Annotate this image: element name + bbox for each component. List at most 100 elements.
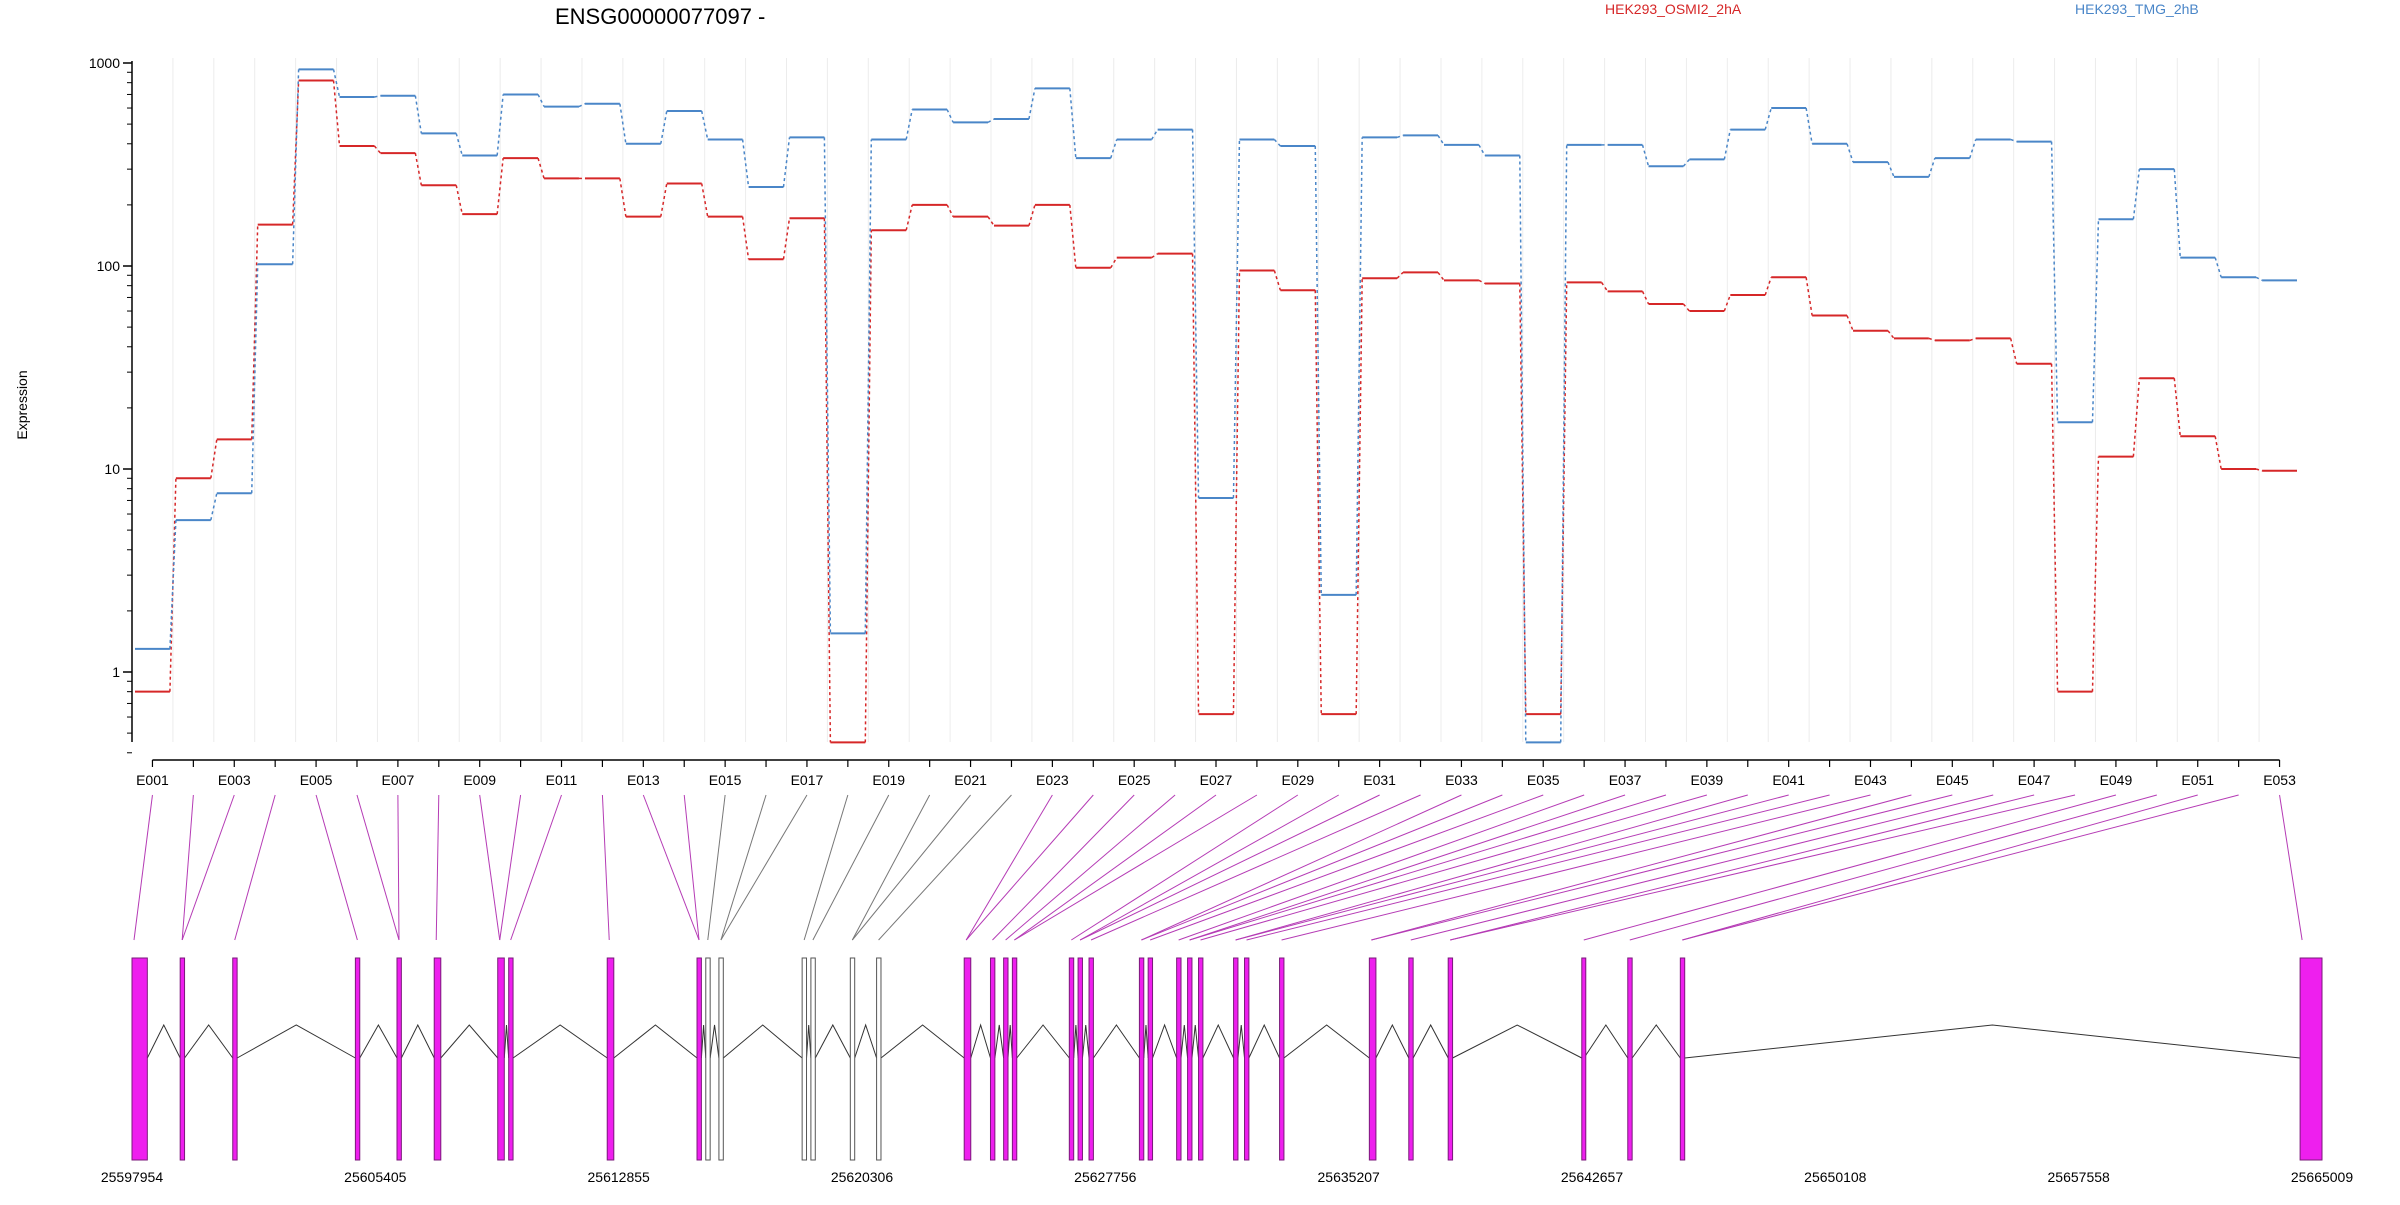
- series-connector: [1314, 146, 1323, 595]
- y-tick-label: 1: [112, 664, 120, 680]
- series-connector: [1069, 204, 1077, 268]
- exon-connector-lines: [133, 794, 2303, 941]
- series-connector: [1396, 134, 1404, 139]
- intron-line: [146, 1023, 181, 1059]
- series-connector: [1232, 270, 1241, 715]
- series-connector: [864, 139, 873, 634]
- x-tick-label: E025: [1118, 772, 1151, 788]
- exon-box: [1198, 957, 1204, 1161]
- exon-connector: [965, 794, 1053, 941]
- exon-box: [1627, 957, 1633, 1161]
- series-connector: [987, 216, 995, 227]
- series-connector: [210, 439, 218, 479]
- series-connector: [332, 69, 341, 98]
- exon-connector: [1450, 794, 2076, 941]
- exon-box: [433, 957, 442, 1161]
- exon-connector: [1450, 794, 2035, 941]
- series-connector: [1805, 277, 1813, 316]
- exon-connector: [397, 794, 400, 941]
- series-connector: [2091, 219, 2100, 423]
- series-connector: [455, 185, 463, 215]
- series-connector: [1110, 257, 1118, 269]
- exon-box: [1011, 957, 1018, 1161]
- exon-box: [696, 957, 702, 1161]
- exon-box: [989, 957, 996, 1161]
- genomic-tick-label: 25620306: [831, 1169, 894, 1185]
- series-connector: [1600, 282, 1609, 292]
- series-connector: [1805, 107, 1813, 144]
- x-tick-label: E003: [218, 772, 251, 788]
- series-connector: [1969, 337, 1976, 342]
- y-tick-label: 10: [104, 461, 120, 477]
- exon-connector: [1583, 794, 2117, 941]
- series-connector: [741, 216, 750, 260]
- exon-connector: [2279, 794, 2303, 941]
- exon-connector: [720, 794, 767, 941]
- series-connector: [578, 103, 586, 108]
- exon-connector: [1141, 794, 1503, 941]
- x-tick-label: E053: [2263, 772, 2296, 788]
- intron-line: [1180, 1024, 1189, 1059]
- y-tick-label: 1000: [89, 55, 120, 71]
- exon-box: [1187, 957, 1193, 1161]
- series-connector: [374, 94, 381, 98]
- series-connector: [2050, 363, 2059, 692]
- series-layer: [135, 68, 2297, 744]
- exon-box: [718, 957, 724, 1161]
- intron-line: [400, 1023, 435, 1059]
- series-connector: [1191, 129, 1200, 498]
- exon-box: [1581, 957, 1587, 1161]
- vertical-grid: [172, 58, 2260, 742]
- series-connector: [782, 218, 791, 260]
- series-connector: [455, 133, 463, 156]
- intron-line: [970, 1023, 991, 1059]
- series-connector: [946, 109, 954, 123]
- genomic-tick-label: 25642657: [1561, 1169, 1624, 1185]
- series-hek293-tmg-2hb: [135, 68, 2297, 744]
- intron-line: [1007, 1024, 1013, 1059]
- intron-line: [1631, 1024, 1681, 1059]
- x-tick-label: E009: [463, 772, 496, 788]
- intron-line: [1237, 1024, 1246, 1059]
- intron-line: [1152, 1023, 1178, 1059]
- series-connector: [1150, 129, 1159, 140]
- x-tick-label: E045: [1936, 772, 1969, 788]
- intron-line: [806, 1024, 812, 1059]
- genomic-tick-label: 25650108: [1804, 1169, 1867, 1185]
- intron-line: [1452, 1024, 1583, 1059]
- exon-connector: [1149, 794, 1544, 941]
- series-connector: [2255, 276, 2263, 281]
- intron-line: [722, 1024, 803, 1059]
- series-connector: [700, 110, 709, 140]
- exon-connector: [1410, 794, 1994, 941]
- x-tick-label: E017: [791, 772, 824, 788]
- series-connector: [1682, 303, 1690, 312]
- series-connector: [2132, 169, 2141, 220]
- exon-connector: [965, 794, 1094, 941]
- exon-connector: [315, 794, 358, 941]
- series-connector: [210, 493, 218, 521]
- exon-box: [1368, 957, 1377, 1161]
- series-connector: [619, 178, 627, 217]
- exon-connector: [720, 794, 808, 941]
- y-axis-label: Expression: [14, 370, 30, 439]
- series-connector: [987, 118, 995, 124]
- x-tick-label: E037: [1609, 772, 1642, 788]
- exon-connector: [851, 794, 971, 941]
- exon-connector: [1141, 794, 1462, 941]
- series-connector: [1191, 253, 1200, 715]
- series-connector: [1846, 315, 1854, 331]
- intron-line: [700, 1024, 707, 1059]
- x-tick-label: E049: [2100, 772, 2133, 788]
- exon-connector: [510, 794, 562, 941]
- series-connector: [1355, 137, 1363, 595]
- genomic-tick-label: 25605405: [344, 1169, 407, 1185]
- x-tick-label: E029: [1281, 772, 1314, 788]
- intron-line: [184, 1024, 234, 1059]
- exon-connector: [601, 794, 610, 941]
- series-connector: [2173, 378, 2182, 437]
- series-connector: [1028, 204, 1036, 226]
- exon-connector: [812, 794, 890, 941]
